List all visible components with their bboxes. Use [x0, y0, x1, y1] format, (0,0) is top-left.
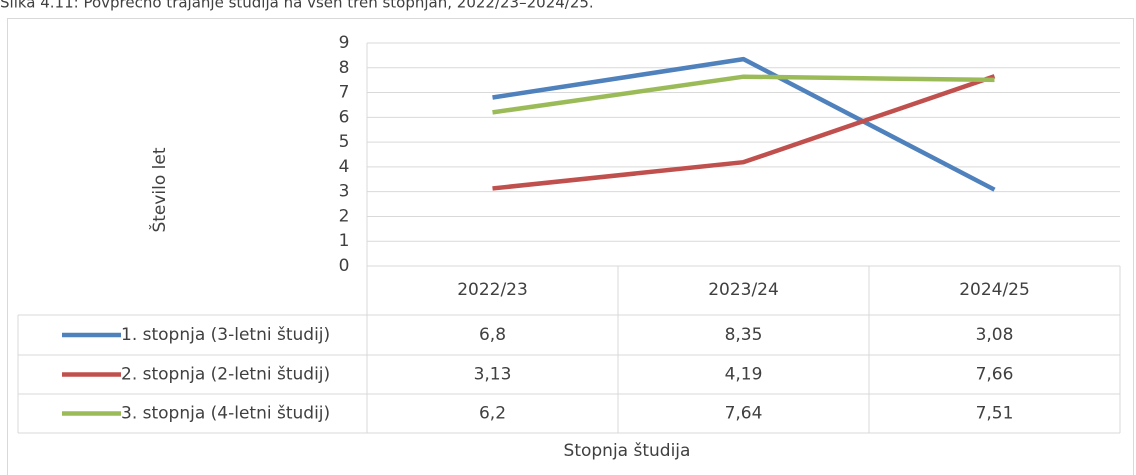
- table-value: 8,35: [725, 325, 763, 345]
- y-tick-label: 5: [339, 132, 350, 152]
- y-tick-label: 0: [339, 256, 350, 276]
- legend-label: 3. stopnja (4-letni študij): [121, 404, 330, 424]
- y-tick-label: 3: [339, 182, 350, 202]
- y-tick-label: 8: [339, 58, 350, 78]
- table-value: 7,66: [976, 365, 1014, 385]
- y-axis-title: Število let: [148, 147, 170, 232]
- y-tick-label: 1: [339, 231, 350, 251]
- x-tick-label: 2023/24: [708, 280, 779, 300]
- table-value: 6,2: [479, 404, 506, 424]
- series-line: [492, 74, 995, 115]
- table-value: 3,08: [976, 325, 1014, 345]
- table-value: 7,51: [976, 404, 1014, 424]
- y-tick-label: 2: [339, 206, 350, 226]
- table-value: 3,13: [474, 365, 512, 385]
- series-line: [492, 56, 996, 192]
- y-tick-label: 6: [339, 107, 350, 127]
- y-tick-label: 9: [339, 33, 350, 53]
- series-line: [492, 74, 996, 191]
- chart-title: Slika 4.11: Povprečno trajanje študija n…: [0, 0, 594, 12]
- x-tick-label: 2024/25: [959, 280, 1030, 300]
- table-value: 4,19: [725, 365, 763, 385]
- table-value: 7,64: [725, 404, 763, 424]
- table-value: 6,8: [479, 325, 506, 345]
- legend-label: 1. stopnja (3-letni študij): [121, 325, 330, 345]
- legend-label: 2. stopnja (2-letni študij): [121, 365, 330, 385]
- y-tick-label: 7: [339, 83, 350, 103]
- x-tick-label: 2022/23: [457, 280, 528, 300]
- x-axis-title: Stopnja študija: [564, 441, 691, 461]
- y-tick-label: 4: [339, 157, 350, 177]
